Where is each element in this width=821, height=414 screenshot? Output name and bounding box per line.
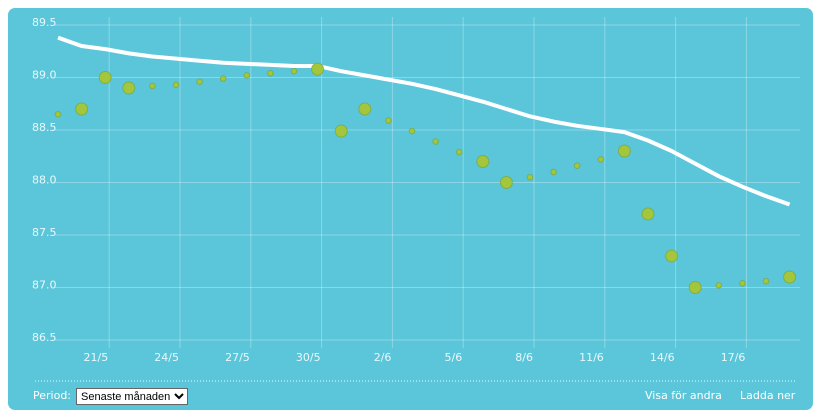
x-tick-label: 2/6 <box>374 351 392 364</box>
period-label: Period: <box>33 389 72 402</box>
weight-point <box>385 117 392 124</box>
weight-point <box>455 148 463 156</box>
weight-point <box>573 162 581 169</box>
x-tick-label: 17/6 <box>721 351 746 364</box>
weight-point <box>597 156 605 163</box>
weight-point <box>617 144 631 158</box>
y-tick-label: 87.5 <box>32 226 57 239</box>
weight-point <box>739 280 746 287</box>
x-tick-label: 30/5 <box>296 351 321 364</box>
trend-line <box>57 35 791 207</box>
period-select[interactable]: Senaste månaden <box>76 388 188 405</box>
y-tick-label: 87.0 <box>32 279 57 292</box>
x-tick-label: 11/6 <box>579 351 604 364</box>
weight-point <box>149 82 156 90</box>
share-link[interactable]: Visa för andra <box>645 389 722 402</box>
weight-point <box>243 72 251 79</box>
x-tick-label: 8/6 <box>515 351 533 364</box>
y-tick-label: 88.5 <box>32 121 57 134</box>
y-tick-label: 88.0 <box>32 174 57 187</box>
weight-point <box>311 62 325 76</box>
weight-point <box>783 270 797 284</box>
x-tick-label: 21/5 <box>83 351 108 364</box>
weight-point <box>196 78 203 85</box>
weight-point <box>334 124 348 138</box>
weight-point <box>122 81 136 95</box>
x-tick-label: 24/5 <box>154 351 179 364</box>
x-tick-label: 14/6 <box>650 351 675 364</box>
weight-point <box>219 75 227 82</box>
y-tick-label: 89.5 <box>32 16 57 29</box>
period-select-wrap: Senaste månaden <box>76 388 188 405</box>
weight-point <box>172 81 180 89</box>
weight-point <box>98 71 112 84</box>
weight-point <box>688 281 702 294</box>
weight-point <box>267 70 274 77</box>
download-link[interactable]: Ladda ner <box>740 389 796 402</box>
weight-point <box>408 127 416 135</box>
x-tick-label: 27/5 <box>225 351 250 364</box>
weight-point <box>290 67 298 75</box>
weight-point <box>432 138 439 145</box>
weight-point <box>476 155 490 168</box>
y-tick-label: 89.0 <box>32 69 57 82</box>
weight-point <box>550 168 557 176</box>
weight-point <box>762 277 770 285</box>
y-tick-label: 86.5 <box>32 331 57 344</box>
weight-point <box>665 249 679 263</box>
weight-point <box>358 102 372 116</box>
weight-point <box>641 207 655 221</box>
weight-point <box>715 282 723 289</box>
weight-point <box>54 110 62 118</box>
weight-point <box>526 173 534 181</box>
weight-point <box>499 176 513 189</box>
chart-panel <box>8 8 813 410</box>
weight-point <box>75 102 89 116</box>
x-tick-label: 5/6 <box>444 351 462 364</box>
